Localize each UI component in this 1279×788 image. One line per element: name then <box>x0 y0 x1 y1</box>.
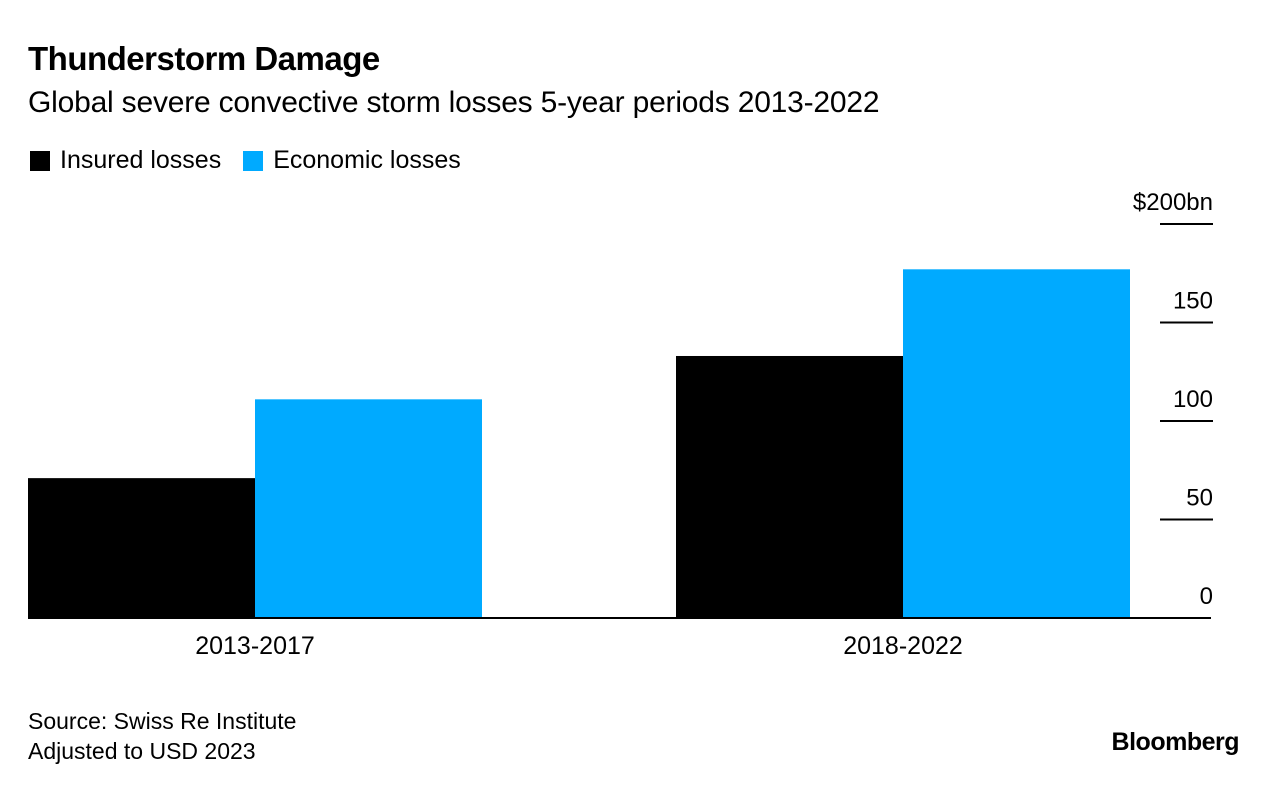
y-tick-label-100: 100 <box>1173 386 1213 413</box>
chart-subtitle: Global severe convective storm losses 5-… <box>28 86 880 119</box>
legend: Insured losses Economic losses <box>30 146 483 175</box>
legend-item-economic: Economic losses <box>243 146 461 175</box>
y-tick-label-150: 150 <box>1173 288 1213 315</box>
bloomberg-logo: Bloomberg <box>1111 728 1240 756</box>
bar-insured-losses-2018-2022 <box>676 355 903 618</box>
legend-label-insured: Insured losses <box>60 146 222 174</box>
bar-economic-losses-2013-2017 <box>255 399 482 618</box>
x-tick-label-2018-2022: 2018-2022 <box>843 632 963 660</box>
legend-item-insured: Insured losses <box>30 146 221 175</box>
y-tick-label-0: 0 <box>1200 583 1213 610</box>
bar-economic-losses-2018-2022 <box>903 269 1130 618</box>
chart-title: Thunderstorm Damage <box>28 40 380 77</box>
legend-swatch-economic <box>243 150 264 171</box>
bar-insured-losses-2013-2017 <box>28 478 255 618</box>
source-note: Source: Swiss Re Institute <box>28 708 297 734</box>
legend-label-economic: Economic losses <box>273 146 461 174</box>
legend-swatch-insured <box>30 150 50 171</box>
adjustment-note: Adjusted to USD 2023 <box>28 738 256 764</box>
x-tick-label-2013-2017: 2013-2017 <box>195 632 315 660</box>
y-tick-label-50: 50 <box>1186 485 1213 512</box>
footer: Source: Swiss Re Institute Adjusted to U… <box>28 706 296 766</box>
y-tick-label-200: $200bn <box>1133 189 1213 216</box>
